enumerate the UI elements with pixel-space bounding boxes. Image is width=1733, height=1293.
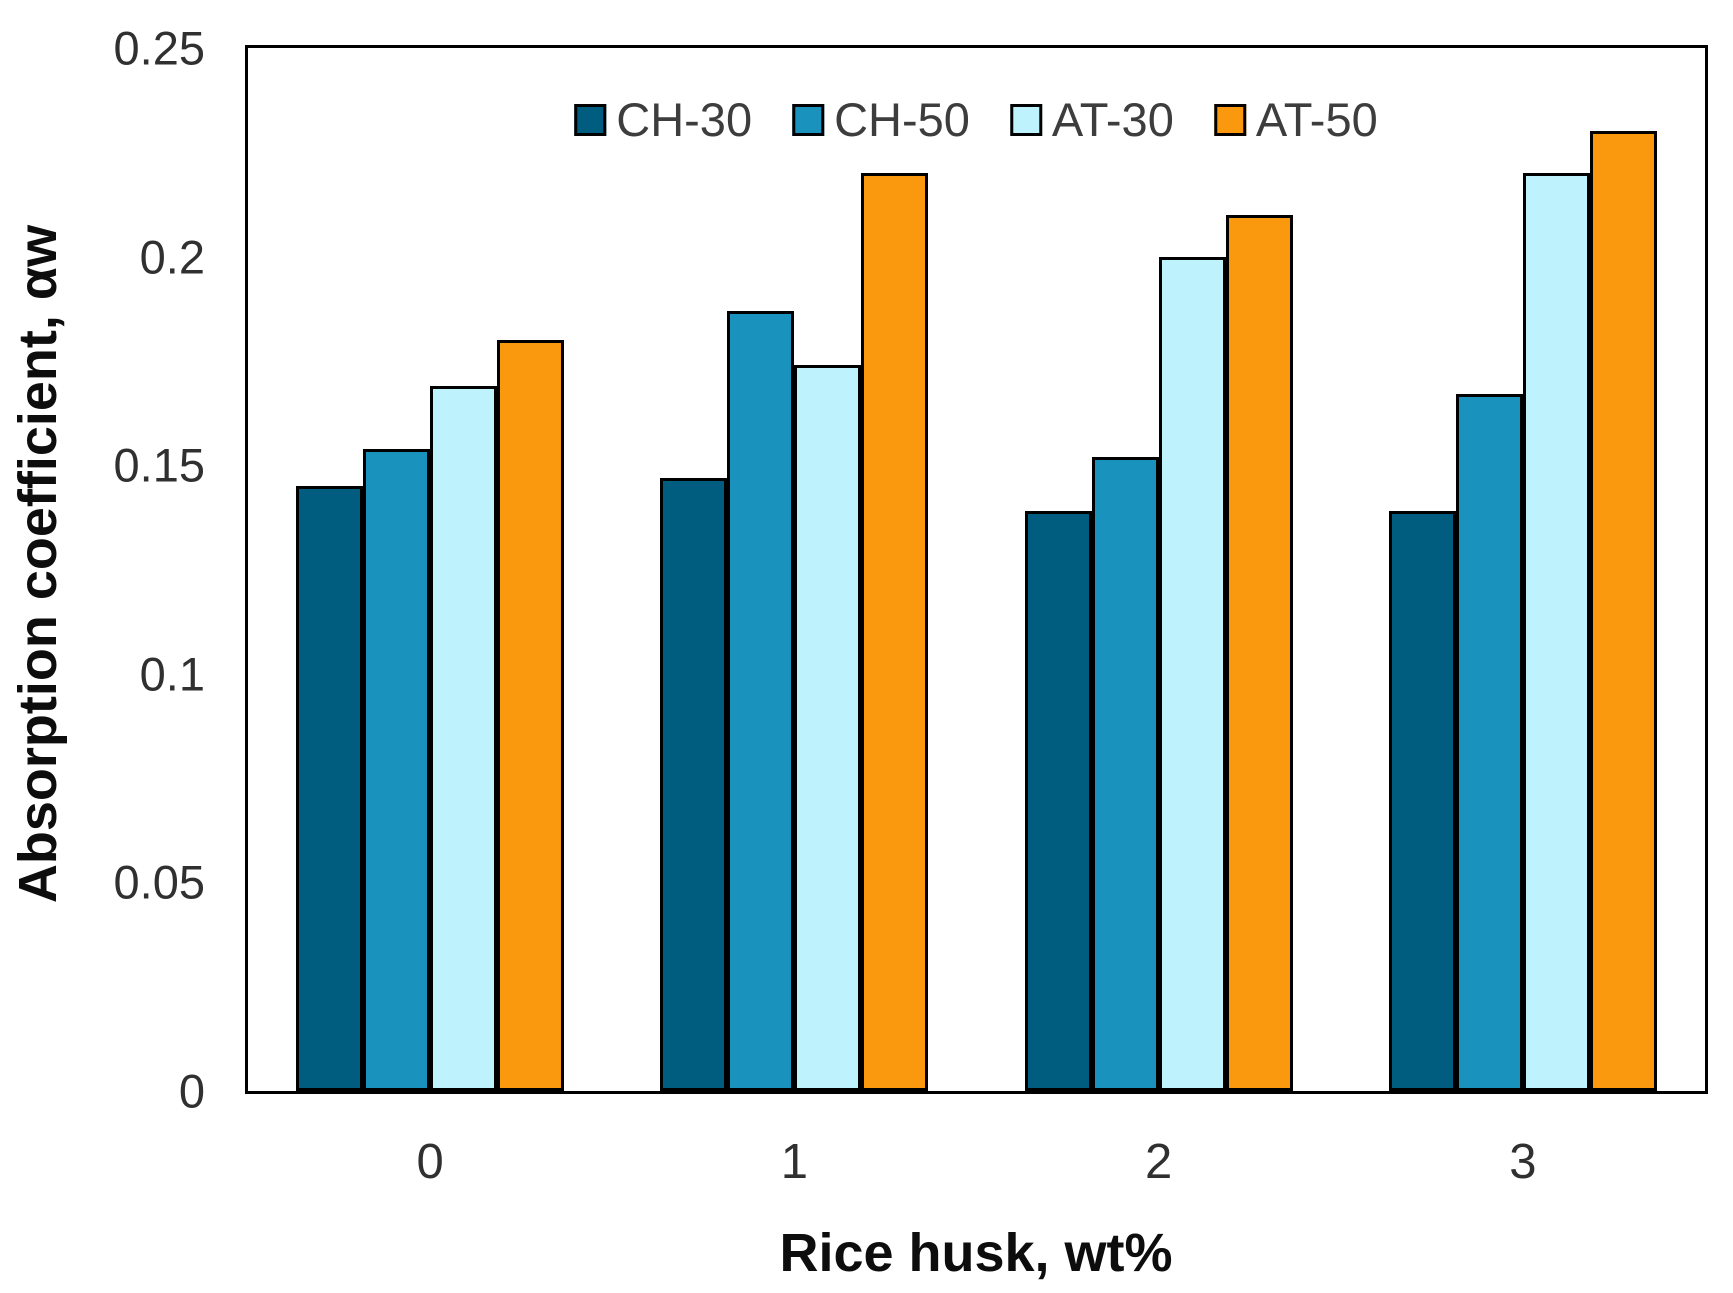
legend-label: AT-50 — [1255, 93, 1378, 146]
bar-ch-30-group-0 — [296, 486, 364, 1091]
plot-area — [245, 45, 1708, 1094]
bar-at-50-group-2 — [1225, 215, 1293, 1091]
legend-item-ch-30: CH-30 — [574, 96, 752, 143]
bar-ch-50-group-2 — [1091, 457, 1159, 1091]
y-tick-label: 0.2 — [139, 230, 205, 284]
legend-item-at-50: AT-50 — [1213, 93, 1378, 146]
bar-ch-50-group-3 — [1455, 394, 1523, 1091]
legend-swatch-icon — [1213, 103, 1246, 136]
bar-at-30-group-0 — [430, 386, 498, 1091]
y-tick-label: 0.25 — [113, 21, 205, 75]
bar-at-50-group-1 — [861, 173, 929, 1091]
legend-item-ch-50: CH-50 — [792, 96, 970, 143]
legend: CH-30 CH-50 AT-30 AT-50 — [574, 93, 1378, 146]
bar-at-30-group-3 — [1522, 173, 1590, 1091]
y-tick-label: 0.05 — [113, 855, 205, 909]
x-tick-label: 0 — [416, 1135, 444, 1189]
x-tick-label: 3 — [1509, 1135, 1537, 1189]
bar-at-50-group-0 — [497, 340, 565, 1091]
bar-ch-50-group-1 — [727, 311, 795, 1091]
legend-swatch-icon — [792, 103, 825, 136]
y-tick-label: 0 — [178, 1064, 205, 1118]
legend-label: CH-30 — [616, 93, 753, 146]
bar-ch-50-group-0 — [363, 449, 431, 1091]
x-axis-title: Rice husk, wt% — [779, 1223, 1173, 1283]
x-tick-label: 2 — [1144, 1135, 1173, 1189]
bar-ch-30-group-2 — [1024, 511, 1092, 1091]
bar-at-30-group-1 — [794, 365, 862, 1091]
bar-ch-30-group-3 — [1388, 511, 1456, 1091]
y-tick-label: 0.15 — [113, 438, 205, 492]
bar-ch-30-group-1 — [660, 478, 728, 1091]
bar-at-30-group-2 — [1158, 257, 1226, 1091]
legend-swatch-icon — [574, 103, 607, 136]
y-tick-label: 0.1 — [139, 647, 205, 701]
y-axis-title: Absorption coefficient, αw — [8, 224, 68, 904]
legend-swatch-icon — [1009, 103, 1042, 136]
legend-item-at-30: AT-30 — [1009, 93, 1174, 146]
x-tick-label: 1 — [780, 1135, 809, 1189]
bar-at-50-group-3 — [1589, 131, 1657, 1091]
legend-label: CH-50 — [834, 93, 970, 146]
legend-label: AT-30 — [1051, 93, 1174, 146]
